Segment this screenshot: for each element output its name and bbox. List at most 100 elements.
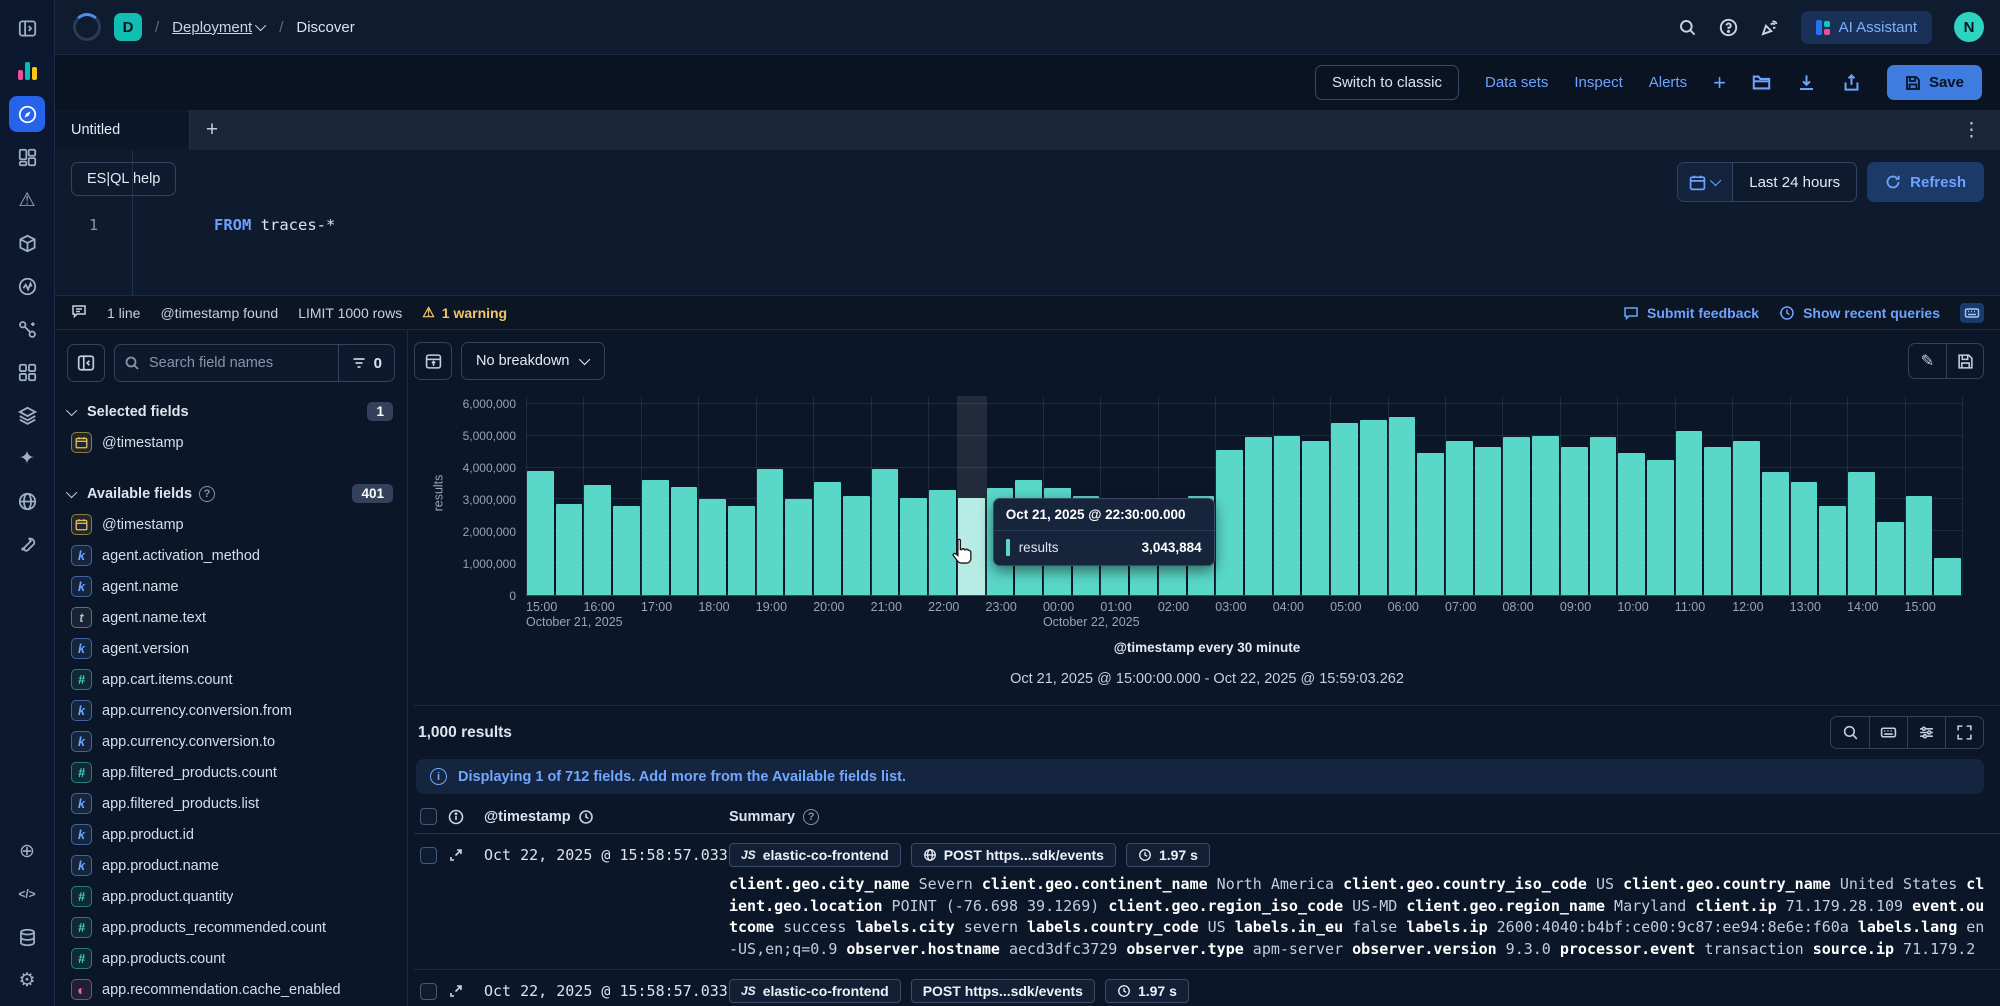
row-checkbox[interactable] <box>420 983 437 1000</box>
field-item[interactable]: k app.product.id <box>67 819 395 850</box>
search-icon[interactable] <box>1678 18 1697 37</box>
histogram-bar[interactable] <box>1503 437 1531 595</box>
field-item[interactable]: # app.cart.items.count <box>67 664 395 695</box>
available-fields-section[interactable]: Available fields? 401 <box>65 484 393 503</box>
tab-options-icon[interactable]: ⋮ <box>1962 119 1982 141</box>
summary-badge[interactable]: POST https...sdk/events <box>910 843 1116 867</box>
field-item[interactable]: # app.filtered_products.count <box>67 757 395 788</box>
histogram-bar[interactable] <box>1560 446 1588 595</box>
refresh-button[interactable]: Refresh <box>1867 162 1984 202</box>
summary-badge[interactable]: POST https...sdk/events <box>910 979 1095 1003</box>
submit-feedback-link[interactable]: Submit feedback <box>1623 305 1759 321</box>
field-item[interactable]: k app.currency.conversion.to <box>67 726 395 757</box>
summary-badge[interactable]: JS elastic-co-frontend <box>729 843 901 867</box>
share-icon[interactable] <box>1842 73 1861 92</box>
histogram-bar[interactable] <box>1905 496 1933 595</box>
histogram-bar[interactable] <box>785 499 813 595</box>
nav-dashboards-icon[interactable] <box>9 139 45 175</box>
nav-cases-icon[interactable] <box>9 397 45 433</box>
field-item[interactable]: # app.products_recommended.count <box>67 912 395 943</box>
histogram-bar[interactable] <box>1647 459 1674 595</box>
field-item[interactable]: k app.product.name <box>67 850 395 881</box>
field-item[interactable]: k agent.version <box>67 633 395 664</box>
edit-visualization-icon[interactable]: ✎ <box>1920 353 1935 370</box>
histogram-bar[interactable] <box>756 469 784 595</box>
new-session-icon[interactable]: + <box>1713 69 1726 95</box>
histogram-bar[interactable] <box>1848 472 1875 595</box>
save-button[interactable]: Save <box>1886 65 1982 100</box>
nav-apps-grid-icon[interactable] <box>9 354 45 390</box>
histogram-bar[interactable] <box>527 470 554 595</box>
breakdown-dropdown[interactable]: No breakdown <box>461 342 605 380</box>
histogram-bar[interactable] <box>1474 446 1502 595</box>
expand-document-icon[interactable] <box>448 983 464 999</box>
histogram-bar[interactable] <box>842 496 870 595</box>
nav-discover-icon[interactable] <box>9 96 45 132</box>
histogram-bar[interactable] <box>1446 440 1473 595</box>
histogram-bar[interactable] <box>555 504 583 595</box>
field-item[interactable]: t agent.name.text <box>67 602 395 633</box>
nav-ml-icon[interactable] <box>9 268 45 304</box>
inspect-link[interactable]: Inspect <box>1574 74 1623 91</box>
settings-gear-icon[interactable]: ⚙ <box>18 969 36 991</box>
timestamp-column-header[interactable]: @timestamp <box>484 808 571 825</box>
help-icon[interactable] <box>1719 18 1738 37</box>
nav-dev-tools-icon[interactable] <box>9 526 45 562</box>
field-item[interactable]: # app.products.count <box>67 943 395 974</box>
open-folder-icon[interactable] <box>1752 73 1771 92</box>
histogram-bar[interactable] <box>1388 416 1416 595</box>
histogram-bar[interactable] <box>1790 481 1818 595</box>
histogram-bar[interactable] <box>1876 521 1904 595</box>
tab-untitled[interactable]: Untitled <box>55 110 190 150</box>
histogram-bar[interactable] <box>957 498 985 595</box>
field-item[interactable]: @timestamp <box>67 509 395 540</box>
field-search-input[interactable] <box>149 355 338 371</box>
summary-help-icon[interactable]: ? <box>803 808 820 825</box>
histogram-bar[interactable] <box>1359 419 1387 595</box>
ai-assistant-button[interactable]: AI Assistant <box>1800 10 1932 44</box>
nav-service-map-icon[interactable] <box>9 311 45 347</box>
sidebar-collapse-icon[interactable] <box>67 344 105 382</box>
field-item[interactable]: @timestamp <box>67 427 395 458</box>
data-management-icon[interactable] <box>9 919 45 955</box>
add-integration-icon[interactable]: ⊕ <box>19 840 35 862</box>
histogram-bar[interactable] <box>584 485 612 595</box>
data-sets-link[interactable]: Data sets <box>1485 74 1549 91</box>
editor-feedback-icon[interactable] <box>71 303 87 322</box>
alerts-link[interactable]: Alerts <box>1648 74 1688 91</box>
esql-help-button[interactable]: ES|QL help <box>71 162 177 196</box>
histogram-bar[interactable] <box>1618 453 1646 595</box>
histogram-bar[interactable] <box>900 497 928 595</box>
field-item[interactable]: k app.filtered_products.list <box>67 788 395 819</box>
nav-packages-icon[interactable] <box>9 225 45 261</box>
histogram-bar[interactable] <box>1417 453 1444 595</box>
histogram-bar[interactable] <box>814 481 841 595</box>
display-options-icon[interactable] <box>1869 717 1907 748</box>
breadcrumb-deployment[interactable]: Deployment <box>172 19 267 36</box>
histogram-bar[interactable] <box>1244 437 1272 595</box>
select-all-checkbox[interactable] <box>420 808 437 825</box>
nav-synthetics-icon[interactable] <box>9 483 45 519</box>
histogram-bar[interactable] <box>641 480 669 595</box>
histogram-bar[interactable] <box>929 489 956 595</box>
add-tab-button[interactable]: + <box>205 118 219 141</box>
user-avatar[interactable]: N <box>1954 12 1984 42</box>
histogram-bar[interactable] <box>1733 440 1760 595</box>
collapse-panel-icon[interactable] <box>9 10 45 46</box>
show-recent-queries-link[interactable]: Show recent queries <box>1779 305 1940 321</box>
histogram-bar[interactable] <box>1934 558 1961 595</box>
field-item[interactable]: k app.currency.conversion.from <box>67 695 395 726</box>
download-icon[interactable] <box>1797 73 1816 92</box>
histogram-bar[interactable] <box>1532 435 1559 595</box>
histogram-bar[interactable] <box>613 505 640 595</box>
histogram-bar[interactable] <box>1589 437 1617 595</box>
histogram-bar[interactable] <box>670 486 698 595</box>
summary-badge[interactable]: 1.97 s <box>1125 843 1210 867</box>
histogram-bar[interactable] <box>1819 505 1847 595</box>
histogram-bar[interactable] <box>728 505 755 595</box>
warning-indicator[interactable]: ⚠ 1 warning <box>422 304 508 321</box>
field-filter-button[interactable]: 0 <box>337 345 394 381</box>
fullscreen-icon[interactable] <box>1945 717 1983 748</box>
available-fields-help-icon[interactable]: ? <box>199 485 216 502</box>
expand-document-icon[interactable] <box>448 847 464 863</box>
